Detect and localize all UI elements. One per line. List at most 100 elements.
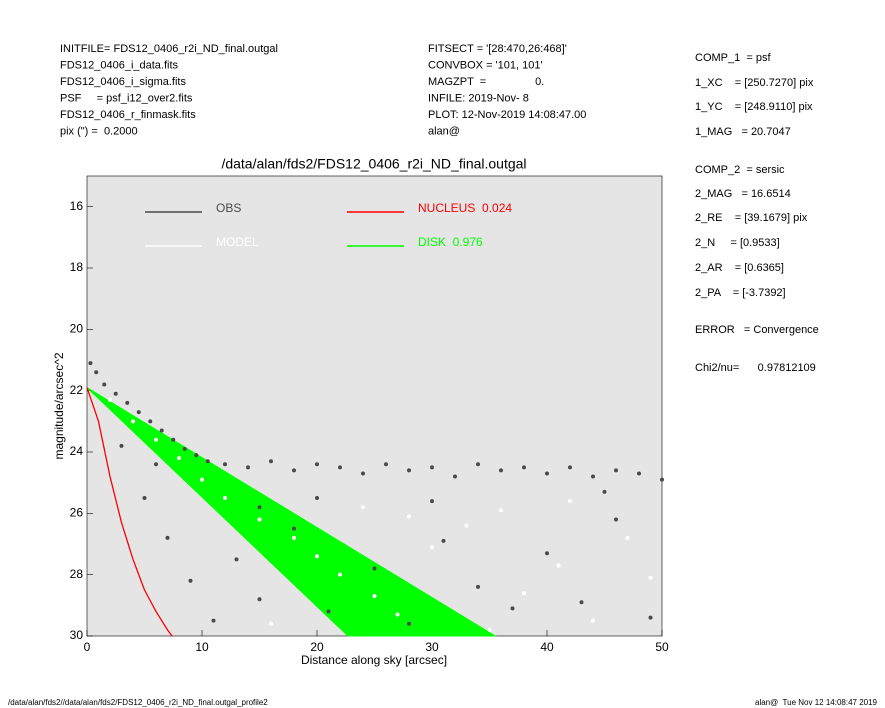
y-axis-label: magnitude/arcsec^2 — [52, 352, 66, 459]
data-point — [234, 557, 239, 562]
data-point — [338, 572, 342, 577]
data-point — [579, 600, 584, 605]
fit-parameter: COMP_1 = psf — [695, 52, 771, 64]
data-point — [407, 514, 411, 519]
data-point — [338, 465, 342, 470]
data-point — [430, 465, 434, 470]
data-point — [200, 477, 204, 482]
data-point — [246, 465, 250, 470]
data-point — [568, 465, 572, 470]
plot-area — [86, 175, 663, 637]
chart-title: /data/alan/fds2/FDS12_0406_r2i_ND_final.… — [221, 156, 526, 172]
data-point — [499, 508, 503, 513]
data-point — [407, 468, 411, 473]
data-point — [510, 606, 515, 611]
data-point — [205, 459, 210, 464]
data-point — [136, 410, 141, 415]
data-point — [430, 545, 434, 550]
data-point — [361, 505, 365, 510]
header-text: FITSECT = '[28:470,26:468]' — [428, 43, 567, 55]
data-point — [648, 575, 653, 580]
fit-parameter: 1_XC = [250.7270] pix — [695, 77, 814, 89]
data-point — [315, 554, 319, 559]
fit-parameter: 2_N = [0.9533] — [695, 237, 780, 249]
fit-parameter: 2_RE = [39.1679] pix — [695, 212, 808, 224]
data-point — [453, 474, 457, 479]
data-point — [257, 505, 262, 510]
data-point — [142, 496, 147, 500]
data-point — [194, 453, 199, 458]
data-point — [637, 471, 641, 476]
x-axis-label: Distance along sky [arcsec] — [301, 653, 447, 667]
data-point — [131, 419, 135, 424]
legend-label: NUCLEUS 0.024 — [418, 201, 512, 215]
data-point — [94, 370, 99, 375]
data-point — [441, 538, 446, 543]
legend-label: OBS — [216, 201, 241, 215]
data-point — [269, 459, 273, 464]
data-point — [522, 591, 526, 596]
header-text: INITFILE= FDS12_0406_r2i_ND_final.outgal — [60, 43, 278, 55]
data-point — [522, 465, 526, 470]
data-point — [292, 526, 296, 531]
data-point — [154, 462, 158, 467]
header-text: pix (") = 0.2000 — [60, 125, 138, 137]
data-point — [407, 621, 411, 626]
y-tick-label: 18 — [70, 260, 84, 274]
header-text: PLOT: 12-Nov-2019 14:08:47.00 — [428, 109, 586, 121]
fit-parameter: 1_MAG = 20.7047 — [695, 126, 791, 138]
data-point — [487, 627, 492, 632]
data-point — [269, 621, 273, 626]
x-tick-label: 0 — [84, 640, 91, 654]
y-tick-label: 28 — [70, 567, 84, 581]
data-point — [476, 462, 480, 467]
fit-parameter: 2_MAG = 16.6514 — [695, 188, 791, 200]
header-text: FDS12_0406_i_sigma.fits — [60, 76, 186, 88]
footer-left: /data/alan/fds2//data/alan/fds2/FDS12_04… — [8, 698, 268, 707]
data-point — [384, 462, 388, 467]
x-tick-label: 10 — [195, 640, 209, 654]
data-point — [326, 609, 331, 614]
header-text: CONVBOX = '101, 101' — [428, 59, 543, 71]
data-point — [499, 468, 503, 473]
data-point — [125, 400, 130, 405]
data-point — [182, 446, 187, 451]
data-point — [102, 382, 107, 387]
disk-band — [86, 387, 498, 637]
fit-parameter: 2_PA = [-3.7392] — [695, 287, 786, 299]
y-tick-label: 26 — [70, 506, 84, 520]
data-point — [556, 563, 561, 568]
data-point — [292, 468, 296, 473]
data-point — [568, 499, 572, 504]
data-point — [188, 578, 193, 583]
data-point — [154, 437, 158, 442]
data-point — [464, 523, 469, 528]
x-tick-label: 50 — [655, 640, 669, 654]
data-point — [545, 551, 549, 556]
data-point — [292, 535, 296, 540]
data-point — [88, 361, 93, 366]
data-point — [113, 391, 118, 396]
header-text: INFILE: 2019-Nov- 8 — [428, 92, 529, 104]
data-point — [648, 615, 653, 620]
data-point — [257, 597, 262, 602]
data-point — [614, 468, 618, 473]
y-tick-label: 16 — [70, 199, 84, 213]
data-point — [372, 566, 377, 571]
data-point — [159, 428, 164, 433]
data-point — [591, 474, 595, 479]
header-text: alan@ — [428, 125, 460, 137]
data-point — [545, 471, 549, 476]
x-tick-label: 30 — [425, 640, 439, 654]
fit-parameter: 2_AR = [0.6365] — [695, 262, 784, 274]
header-text: FDS12_0406_i_data.fits — [60, 59, 179, 71]
data-point — [108, 397, 112, 402]
data-point — [361, 471, 365, 476]
x-tick-label: 20 — [310, 640, 324, 654]
data-point — [119, 443, 124, 448]
legend-label: MODEL — [216, 235, 259, 249]
data-point — [614, 517, 618, 522]
data-point — [257, 517, 262, 522]
data-point — [315, 462, 319, 467]
header-text: MAGZPT = 0. — [428, 76, 544, 88]
